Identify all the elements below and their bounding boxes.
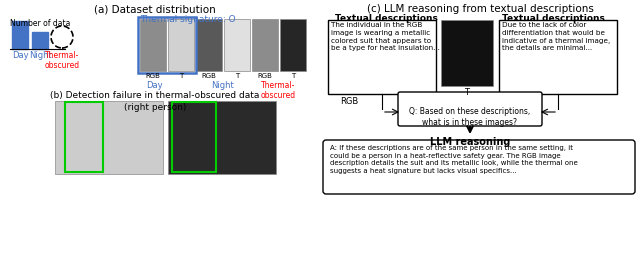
Bar [252, 19, 278, 71]
Text: Q: Based on these descriptions,
what is in these images?: Q: Based on these descriptions, what is … [410, 107, 531, 127]
Text: Thermal-
obscured: Thermal- obscured [44, 51, 79, 70]
Text: T: T [465, 88, 470, 97]
Text: Day: Day [146, 81, 163, 90]
FancyBboxPatch shape [398, 92, 542, 126]
Bar [32, 32, 48, 49]
Text: Day: Day [12, 51, 28, 60]
Text: RGB: RGB [340, 97, 358, 106]
Bar [280, 19, 306, 71]
Bar [168, 19, 194, 71]
Text: T: T [235, 73, 239, 79]
Text: Due to the lack of color
differentiation that would be
indicative of a thermal i: Due to the lack of color differentiation… [502, 22, 611, 51]
Bar [168, 101, 276, 174]
Bar [224, 19, 250, 71]
Bar [12, 21, 28, 49]
Text: (b) Detection failure in thermal-obscured data
(right person): (b) Detection failure in thermal-obscure… [51, 91, 260, 112]
Text: Thermal-
obscured: Thermal- obscured [260, 81, 296, 100]
Text: Textual descriptions: Textual descriptions [502, 14, 605, 23]
Bar [140, 19, 166, 71]
Text: Night: Night [211, 81, 234, 90]
Text: Night: Night [29, 51, 51, 60]
Text: (a) Dataset distribution: (a) Dataset distribution [94, 4, 216, 14]
FancyBboxPatch shape [328, 20, 436, 94]
Text: LLM reasoning: LLM reasoning [430, 137, 510, 147]
Bar [55, 101, 163, 174]
Text: The individual in the RGB
image is wearing a metallic
colored suit that appears : The individual in the RGB image is weari… [331, 22, 440, 51]
Bar [196, 19, 222, 71]
Text: (c) LLM reasoning from textual descriptions: (c) LLM reasoning from textual descripti… [367, 4, 593, 14]
FancyBboxPatch shape [499, 20, 617, 94]
Text: RGB: RGB [202, 73, 216, 79]
Bar [65, 102, 103, 172]
FancyBboxPatch shape [323, 140, 635, 194]
Bar [441, 20, 493, 86]
Text: T: T [179, 73, 183, 79]
Text: A: If these descriptions are of the same person in the same setting, it
could be: A: If these descriptions are of the same… [330, 145, 578, 174]
Text: RGB: RGB [145, 73, 161, 79]
Text: Number of data: Number of data [10, 19, 70, 28]
Text: RGB: RGB [257, 73, 273, 79]
Text: Thermal signature: O: Thermal signature: O [140, 15, 236, 24]
Text: Textual descriptions: Textual descriptions [335, 14, 438, 23]
Bar [172, 102, 216, 172]
Text: T: T [291, 73, 295, 79]
